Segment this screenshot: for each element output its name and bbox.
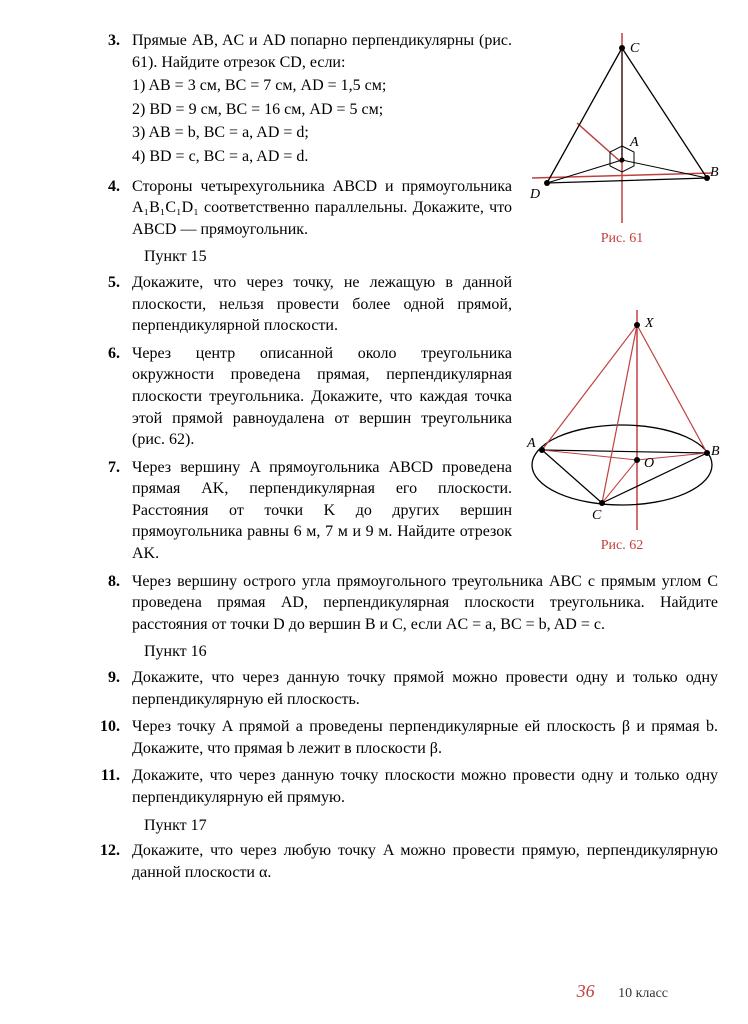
problem-5-number: 5. xyxy=(100,272,132,337)
problem-7-number: 7. xyxy=(100,457,132,565)
figure-62: X A B C O Рис. 62 xyxy=(522,305,722,556)
svg-text:A: A xyxy=(629,135,639,150)
problem-8-body: Через вершину острого угла прямоугольног… xyxy=(132,571,718,636)
figure-62-caption: Рис. 62 xyxy=(522,537,722,556)
figure-61: C D B A Рис. 61 xyxy=(522,28,722,249)
problem-3-sub1: 1) AB = 3 см, BC = 7 см, AD = 1,5 см; xyxy=(132,75,512,97)
problem-6-number: 6. xyxy=(100,343,132,451)
problem-9-number: 9. xyxy=(100,667,132,710)
svg-text:X: X xyxy=(644,316,654,331)
problem-11-number: 11. xyxy=(100,765,132,808)
problem-12-number: 12. xyxy=(100,840,132,883)
problem-9: 9. Докажите, что через данную точку прям… xyxy=(100,667,718,710)
problem-8: 8. Через вершину острого угла прямоуголь… xyxy=(100,571,718,636)
svg-text:C: C xyxy=(630,41,640,56)
problem-11-body: Докажите, что через данную точку плоскос… xyxy=(132,765,718,808)
problem-12-body: Докажите, что через любую точку A можно … xyxy=(132,840,718,883)
problem-10: 10. Через точку A прямой a проведены пер… xyxy=(100,716,718,759)
svg-text:B: B xyxy=(711,444,720,459)
problem-3-number: 3. xyxy=(100,30,132,170)
problem-12: 12. Докажите, что через любую точку A мо… xyxy=(100,840,718,883)
svg-text:B: B xyxy=(710,165,719,180)
section-16: Пункт 16 xyxy=(144,641,718,663)
problem-6-body: Через центр описанной около треугольника… xyxy=(132,343,512,451)
problem-3-sub3: 3) AB = b, BC = a, AD = d; xyxy=(132,122,512,144)
problem-9-body: Докажите, что через данную точку прямой … xyxy=(132,667,718,710)
figure-61-caption: Рис. 61 xyxy=(522,230,722,249)
svg-text:O: O xyxy=(644,456,654,471)
page-number: 36 xyxy=(577,981,595,1001)
svg-text:C: C xyxy=(592,508,602,523)
problem-7-body: Через вершину A прямоугольника ABCD пров… xyxy=(132,457,512,565)
problem-3-stem: Прямые AB, AC и AD попарно перпендикуляр… xyxy=(132,32,512,71)
problem-10-body: Через точку A прямой a проведены перпенд… xyxy=(132,716,718,759)
figure-61-svg: C D B A xyxy=(522,28,722,228)
problem-3-sub2: 2) BD = 9 см, BC = 16 см, AD = 5 см; xyxy=(132,99,512,121)
problem-8-number: 8. xyxy=(100,571,132,636)
problem-10-number: 10. xyxy=(100,716,132,759)
section-17: Пункт 17 xyxy=(144,815,718,837)
problem-3-sub4: 4) BD = c, BC = a, AD = d. xyxy=(132,146,512,168)
page-footer: 36 10 класс xyxy=(577,979,668,1004)
problem-4-number: 4. xyxy=(100,176,132,241)
section-15: Пункт 15 xyxy=(144,246,718,268)
figure-62-svg: X A B C O xyxy=(522,305,722,535)
svg-text:A: A xyxy=(526,436,536,451)
problem-4-body: Стороны четырехугольника ABCD и прямоуго… xyxy=(132,176,512,241)
problem-3-body: Прямые AB, AC и AD попарно перпендикуляр… xyxy=(132,30,512,170)
problem-5-body: Докажите, что через точку, не лежащую в … xyxy=(132,272,512,337)
problem-11: 11. Докажите, что через данную точку пло… xyxy=(100,765,718,808)
svg-text:D: D xyxy=(529,187,540,202)
grade-label: 10 класс xyxy=(618,986,668,1001)
